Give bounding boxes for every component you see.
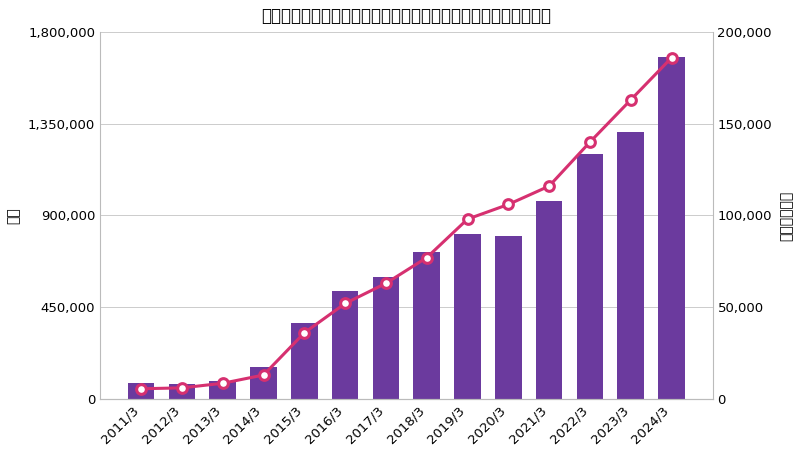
Bar <box>128 382 154 399</box>
Bar <box>250 367 277 399</box>
Bar <box>291 323 318 399</box>
Bar <box>210 381 236 399</box>
Bar <box>414 252 440 399</box>
Bar <box>618 132 644 399</box>
Bar <box>373 277 399 399</box>
Bar <box>454 234 481 399</box>
Bar <box>169 384 195 399</box>
Bar <box>495 236 522 399</box>
Title: ラップ口座の件数と金額の推移（データ：日本投資顧問業協会）: ラップ口座の件数と金額の推移（データ：日本投資顧問業協会） <box>262 7 551 25</box>
Bar <box>536 201 562 399</box>
Bar <box>332 291 358 399</box>
Bar <box>577 154 603 399</box>
Bar <box>658 57 685 399</box>
Y-axis label: 件数: 件数 <box>7 207 21 224</box>
Y-axis label: 金額（億円）: 金額（億円） <box>779 190 793 241</box>
